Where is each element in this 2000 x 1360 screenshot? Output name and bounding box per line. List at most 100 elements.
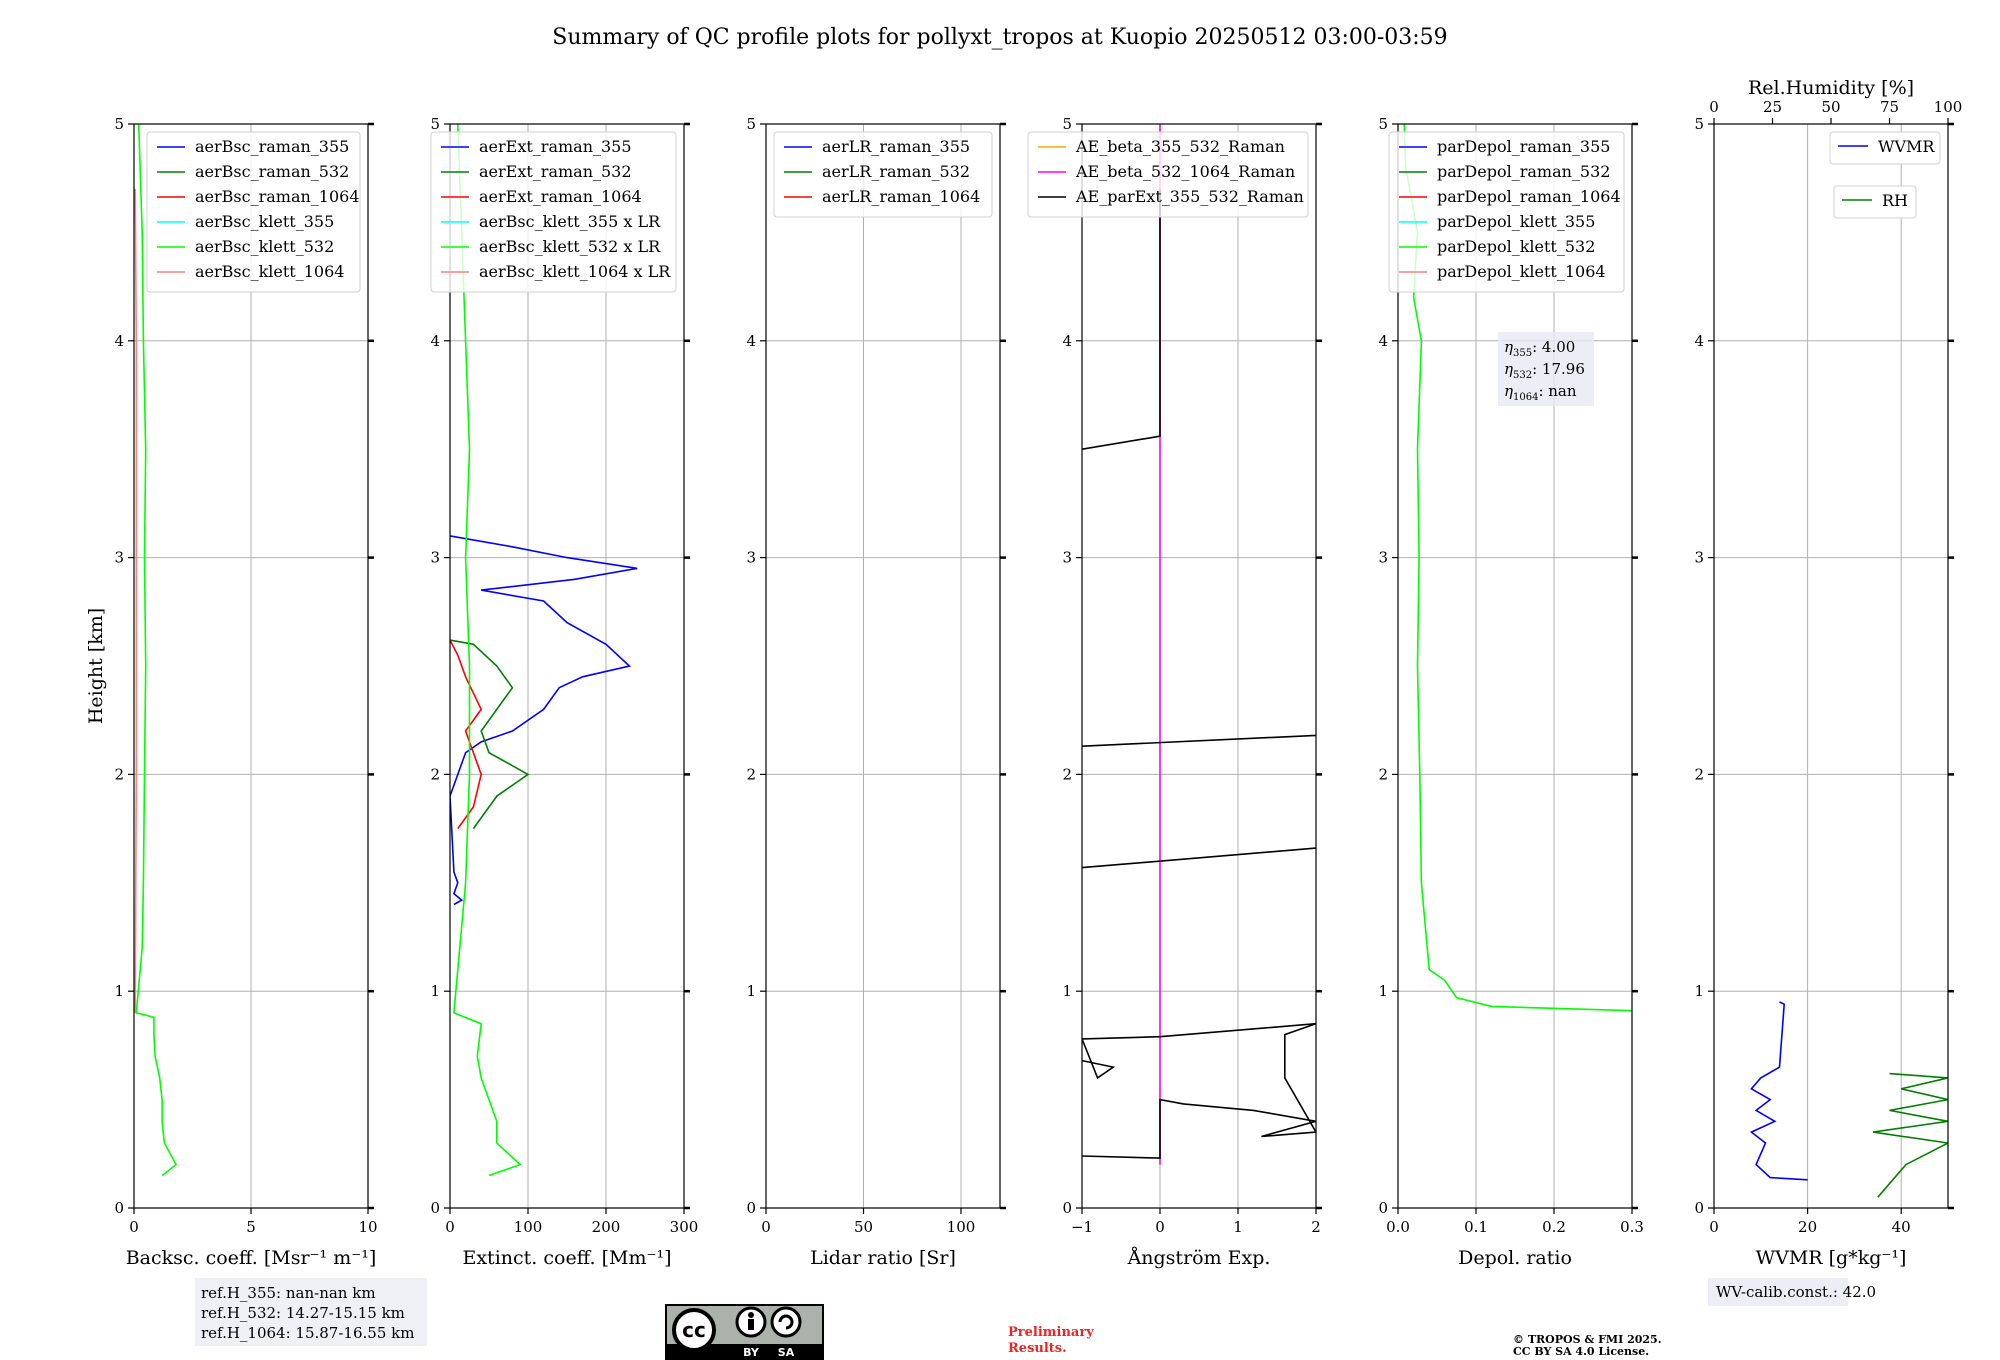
series-line-segment	[1082, 189, 1161, 450]
y-tick-label: 5	[114, 115, 124, 133]
profile-panel-3: 0 50 100 0 1 2 3 4 5 Lidar ratio [Sr] aerLR_raman_…	[746, 115, 1006, 1269]
ref-height-1064: ref.H_1064: 15.87-16.55 km	[201, 1324, 414, 1342]
legend-box	[146, 131, 361, 293]
legend-label: aerBsc_klett_355 x LR	[479, 212, 661, 231]
profile-panel-1: 0 5 10 0 1 2 3 4 5 Backsc. coeff. [Msr⁻¹ m⁻¹] Heig…	[85, 115, 378, 1269]
y-tick-label: 1	[746, 982, 756, 1000]
y-tick-label: 0	[1694, 1199, 1704, 1217]
x-tick-label: 0	[1709, 1218, 1719, 1236]
y-tick-label: 4	[1062, 332, 1072, 350]
eta-annotation-line: η532: 17.96	[1504, 360, 1585, 381]
eta-value: : nan	[1538, 382, 1576, 400]
y-tick-label: 2	[746, 765, 756, 783]
legend-label: aerLR_raman_532	[822, 162, 970, 181]
legend-label: aerBsc_klett_1064 x LR	[479, 262, 671, 281]
copyright-line-2: CC BY SA 4.0 License.	[1513, 1345, 1649, 1358]
x-axis-label: Lidar ratio [Sr]	[810, 1247, 956, 1269]
legend-box	[430, 131, 677, 293]
y-tick-label: 4	[430, 332, 440, 350]
badge-by-text: BY	[743, 1346, 760, 1359]
legend-label: AE_parExt_355_532_Raman	[1075, 187, 1304, 206]
top-x-tick-label: 75	[1880, 98, 1899, 116]
eta-symbol: η	[1504, 360, 1513, 378]
eta-subscript: 532	[1513, 370, 1532, 381]
legend-label: parDepol_klett_355	[1437, 212, 1595, 231]
series-line-aerExt_raman_532	[450, 639, 530, 830]
legend-box	[1388, 131, 1625, 293]
wv-calib-text: WV-calib.const.: 42.0	[1716, 1283, 1876, 1301]
x-tick-label: −1	[1071, 1218, 1093, 1236]
x-tick-label: 0.3	[1620, 1218, 1644, 1236]
y-tick-label: 3	[746, 549, 756, 567]
y-tick-label: 5	[1378, 115, 1388, 133]
x-tick-label: 200	[592, 1218, 621, 1236]
legend-box	[773, 131, 993, 218]
legend-label-rh: RH	[1882, 191, 1908, 210]
x-tick-label: 0.0	[1386, 1218, 1410, 1236]
eta-value: : 17.96	[1532, 360, 1585, 378]
legend-box-rh	[1833, 185, 1917, 219]
x-axis-label: Depol. ratio	[1458, 1247, 1572, 1269]
preliminary-label-1: Preliminary	[1008, 1325, 1094, 1340]
legend-label: aerBsc_klett_1064	[195, 262, 344, 281]
y-tick-label: 0	[430, 1199, 440, 1217]
copyright-line-1: © TROPOS & FMI 2025.	[1513, 1333, 1662, 1346]
series-line-aerExt_raman_355	[450, 535, 638, 906]
eta-value: : 4.00	[1532, 338, 1575, 356]
axes-frame	[133, 123, 369, 1209]
y-tick-label: 5	[746, 115, 756, 133]
y-tick-label: 1	[430, 982, 440, 1000]
legend-label: parDepol_raman_532	[1437, 162, 1610, 181]
top-x-tick-label: 0	[1709, 98, 1719, 116]
preliminary-label-2: Results.	[1008, 1341, 1067, 1356]
y-axis-label: Height [km]	[85, 608, 107, 724]
legend-label: AE_beta_532_1064_Raman	[1075, 162, 1295, 181]
y-tick-label: 3	[430, 549, 440, 567]
series-line-aerBsc_klett_1064	[134, 188, 138, 1013]
x-tick-label: 100	[947, 1218, 976, 1236]
y-tick-label: 0	[114, 1199, 124, 1217]
x-axis-label: Backsc. coeff. [Msr⁻¹ m⁻¹]	[126, 1247, 377, 1269]
x-tick-label: 0	[129, 1218, 139, 1236]
x-tick-label: 300	[670, 1218, 699, 1236]
y-tick-label: 3	[114, 549, 124, 567]
axes-frame	[449, 123, 685, 1209]
y-tick-label: 0	[1062, 1199, 1072, 1217]
y-tick-label: 3	[1378, 549, 1388, 567]
top-x-axis-label: Rel.Humidity [%]	[1748, 77, 1914, 99]
ref-height-box	[195, 1278, 427, 1346]
x-tick-label: 2	[1311, 1218, 1321, 1236]
profile-panel-2: 0 100 200 300 0 1 2 3 4 5 Extinct. coeff. [Mm⁻¹] ae…	[430, 115, 698, 1269]
legend-label: parDepol_klett_1064	[1437, 262, 1606, 281]
series-line-WVMR	[1749, 1001, 1808, 1181]
legend-label: parDepol_klett_532	[1437, 237, 1595, 256]
legend-label: aerBsc_raman_1064	[195, 187, 360, 206]
x-tick-label: 5	[246, 1218, 256, 1236]
cc-by-sa-badge: cc BY SA	[665, 1304, 824, 1360]
y-tick-label: 2	[114, 765, 124, 783]
x-axis-label: Ångström Exp.	[1127, 1247, 1271, 1269]
y-tick-label: 3	[1062, 549, 1072, 567]
y-tick-label: 4	[114, 332, 124, 350]
legend-label: aerLR_raman_355	[822, 137, 970, 156]
ref-height-355: ref.H_355: nan-nan km	[201, 1284, 376, 1302]
legend-box-wvmr	[1829, 131, 1941, 165]
x-tick-label: 100	[514, 1218, 543, 1236]
x-tick-label: 20	[1798, 1218, 1817, 1236]
eta-annotation-line: η1064: nan	[1504, 382, 1577, 403]
x-tick-label: 0	[761, 1218, 771, 1236]
legend-label: parDepol_raman_355	[1437, 137, 1610, 156]
legend-label: aerExt_raman_532	[479, 162, 632, 181]
profile-panel-5: 0.0 0.1 0.2 0.3 0 1 2 3 4 5 Depol. ratio parDepol_r…	[1378, 115, 1643, 1269]
series-line-AE_parExt_355_532_Raman	[1082, 1022, 1316, 1159]
figure-title: Summary of QC profile plots for pollyxt_…	[552, 25, 1447, 50]
x-tick-label: 0.1	[1464, 1218, 1488, 1236]
axes-frame	[1081, 123, 1317, 1209]
x-tick-label: 0.2	[1542, 1218, 1566, 1236]
x-tick-label: 1	[1233, 1218, 1243, 1236]
profile-panel-6: 0 20 40 0 1 2 3 4 5 WVMR [g*kg⁻¹] 0 25 50 75 100 Rel.Hu…	[1694, 77, 1962, 1306]
axes-frame	[1397, 123, 1633, 1209]
legend-label: aerExt_raman_1064	[479, 187, 642, 206]
x-tick-label: 10	[358, 1218, 377, 1236]
y-tick-label: 5	[1062, 115, 1072, 133]
